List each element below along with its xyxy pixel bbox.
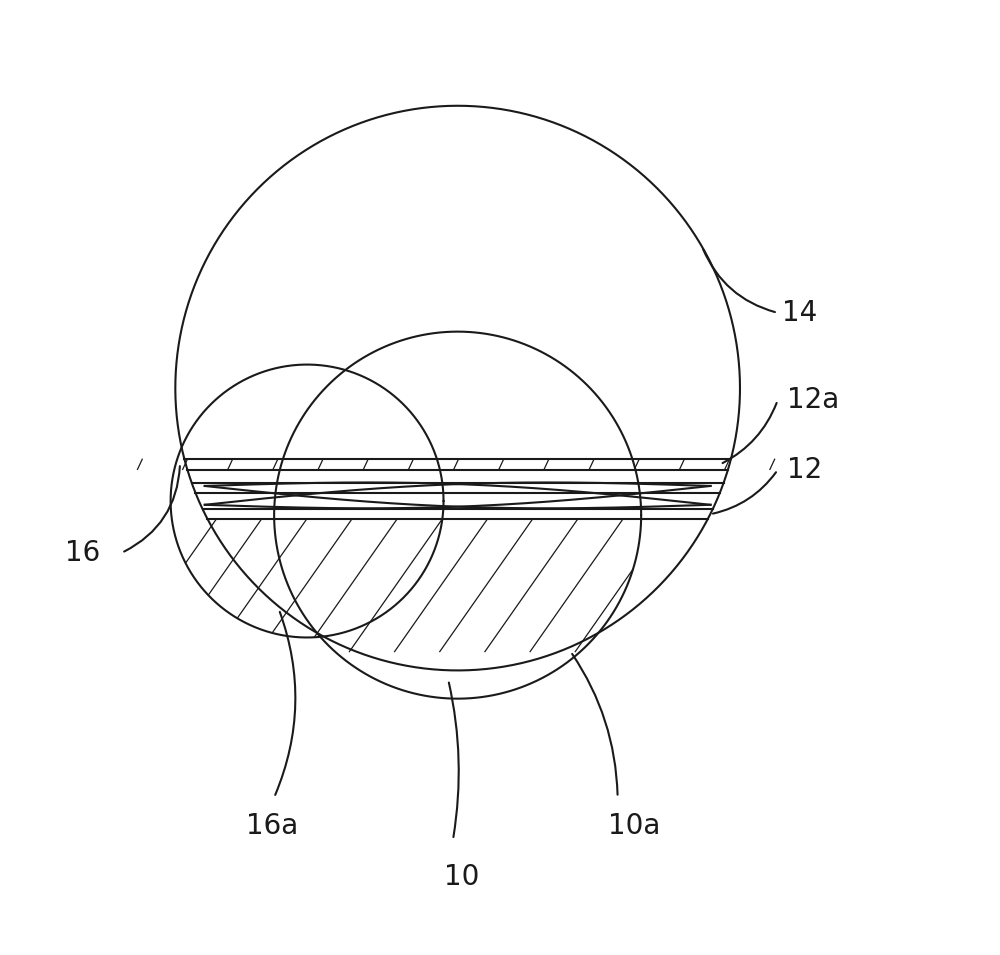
Text: 10a: 10a (608, 812, 661, 839)
Text: 12: 12 (787, 456, 822, 484)
Text: 14: 14 (782, 299, 818, 327)
Text: 12a: 12a (787, 387, 839, 414)
Text: 10: 10 (444, 863, 479, 891)
Text: 16a: 16a (246, 812, 298, 839)
Text: 16: 16 (65, 539, 100, 566)
